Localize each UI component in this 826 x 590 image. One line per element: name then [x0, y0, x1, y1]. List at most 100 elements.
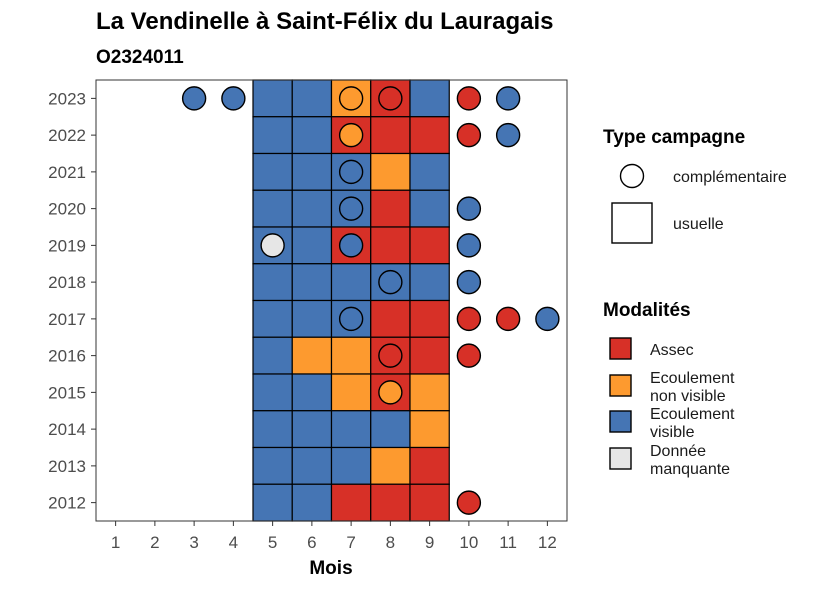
y-tick-label-2021: 2021 — [48, 163, 86, 182]
chart-subtitle: O2324011 — [96, 47, 184, 68]
tile-2015-6 — [291, 373, 333, 412]
legend-key-label: visible — [650, 424, 695, 441]
point-2023-10 — [456, 86, 482, 111]
tile-2019-8 — [370, 226, 411, 265]
point-2023-11 — [495, 86, 521, 111]
point-2016-10 — [456, 343, 482, 368]
tile-2023-5 — [252, 79, 293, 118]
tile-2016-7 — [330, 336, 372, 375]
point-2020-7 — [338, 196, 364, 221]
legend-key-label: Assec — [650, 342, 694, 359]
point-2017-12 — [535, 306, 560, 332]
tile-2014-6 — [291, 410, 333, 449]
tile-2020-5 — [252, 189, 293, 228]
x-tick-label-4: 4 — [229, 533, 238, 552]
x-tick-label-7: 7 — [346, 533, 355, 552]
y-tick-label-2016: 2016 — [48, 347, 86, 366]
point-2019-10 — [456, 233, 482, 258]
legend-key-label: manquante — [650, 461, 730, 478]
tile-2021-5 — [252, 152, 293, 191]
tile-2012-5 — [252, 483, 293, 522]
tile-2017-6 — [291, 299, 333, 338]
tile-2014-7 — [330, 410, 372, 449]
y-tick-label-2023: 2023 — [48, 89, 86, 108]
panel-border — [95, 79, 568, 522]
y-tick-label-2017: 2017 — [48, 310, 86, 329]
x-tick-label-12: 12 — [538, 533, 557, 552]
point-2022-10 — [456, 122, 482, 148]
tile-2014-9 — [409, 410, 450, 449]
x-tick-label-8: 8 — [386, 533, 395, 552]
point-2023-3 — [181, 86, 207, 111]
legend-circle-icon — [619, 163, 645, 189]
tile-2013-8 — [370, 446, 411, 485]
y-tick-label-2018: 2018 — [48, 273, 86, 292]
x-axis: 1 2 3 4 5 6 7 8 9 10 11 12 — [111, 521, 557, 552]
tile-2018-8 — [370, 263, 411, 302]
point-2023-8 — [378, 86, 403, 111]
tile-2017-5 — [252, 299, 293, 338]
point-2022-11 — [495, 122, 521, 148]
tile-2015-9 — [409, 373, 450, 412]
tile-2021-8 — [370, 152, 411, 191]
tile-2019-9 — [409, 226, 450, 265]
legend-square-icon — [611, 202, 653, 244]
x-tick-label-1: 1 — [111, 533, 120, 552]
tile-2018-7 — [330, 263, 372, 302]
y-tick-label-2019: 2019 — [48, 236, 86, 255]
tile-2022-5 — [252, 116, 293, 155]
tile-2012-6 — [291, 483, 333, 522]
x-tick-label-10: 10 — [459, 533, 478, 552]
legend-type-title: Type campagne — [603, 127, 745, 148]
tile-2013-6 — [291, 446, 333, 485]
point-2017-10 — [456, 306, 482, 332]
tile-2017-9 — [409, 299, 450, 338]
point-2018-8 — [378, 269, 403, 295]
tile-2020-6 — [291, 189, 333, 228]
tile-2018-9 — [409, 263, 450, 302]
tile-2012-7 — [330, 483, 372, 522]
x-tick-label-9: 9 — [425, 533, 434, 552]
point-2015-8 — [378, 380, 403, 405]
point-2016-8 — [378, 343, 403, 368]
plot-area — [95, 79, 568, 522]
tile-2013-9 — [409, 446, 450, 485]
x-tick-label-2: 2 — [150, 533, 159, 552]
point-2022-7 — [338, 122, 364, 148]
y-tick-label-2014: 2014 — [48, 420, 86, 439]
legend-type-label: complémentaire — [673, 169, 787, 186]
x-tick-label-6: 6 — [307, 533, 316, 552]
y-tick-label-2022: 2022 — [48, 126, 86, 145]
x-axis-title: Mois — [309, 558, 352, 579]
point-2012-10 — [456, 490, 482, 515]
tile-2023-9 — [409, 79, 450, 118]
legend-key-swatch — [609, 410, 632, 433]
tile-2012-8 — [370, 483, 411, 522]
tile-2020-8 — [370, 189, 411, 228]
legend-key-swatch — [609, 337, 632, 360]
tile-2022-6 — [291, 116, 333, 155]
point-2017-7 — [338, 306, 364, 332]
tile-2023-6 — [291, 79, 333, 118]
point-2021-7 — [338, 159, 364, 185]
tile-2014-5 — [252, 410, 293, 449]
point-2019-5 — [260, 233, 285, 258]
point-2023-7 — [338, 86, 364, 111]
tile-2016-9 — [409, 336, 450, 375]
x-tick-label-3: 3 — [189, 533, 198, 552]
point-2023-4 — [221, 86, 246, 111]
y-tick-label-2012: 2012 — [48, 494, 86, 513]
tile-2013-7 — [330, 446, 372, 485]
tile-2015-5 — [252, 373, 293, 412]
legend-key-label: non visible — [650, 388, 726, 405]
y-tick-label-2015: 2015 — [48, 383, 86, 402]
tile-2018-5 — [252, 263, 293, 302]
legend-key-swatch — [609, 374, 632, 397]
tile-2022-8 — [370, 116, 411, 155]
tile-2020-9 — [409, 189, 450, 228]
legend-key-swatch — [609, 447, 632, 470]
y-tick-label-2013: 2013 — [48, 457, 86, 476]
x-tick-label-5: 5 — [268, 533, 277, 552]
